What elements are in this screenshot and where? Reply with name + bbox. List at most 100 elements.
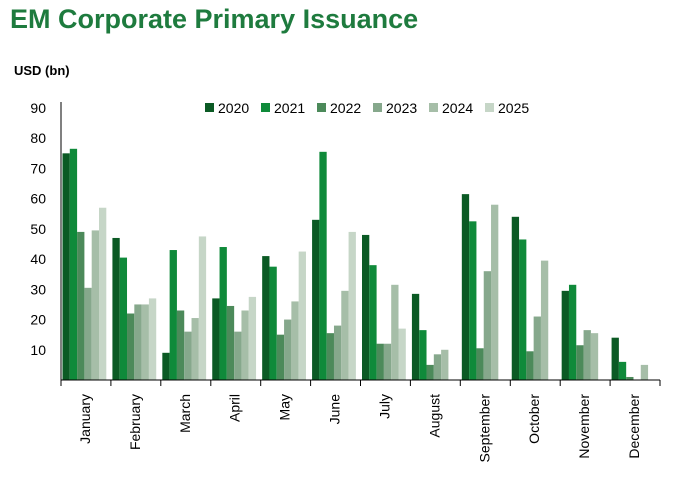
bar-june-2023: [333, 325, 342, 380]
bar-march-2023: [184, 331, 192, 380]
bar-december-2022: [626, 376, 634, 380]
bar-july-2025: [398, 328, 406, 380]
bar-february-2021: [119, 257, 128, 380]
y-tick-label: 20: [30, 312, 46, 328]
x-tick-label: February: [127, 394, 143, 450]
bar-august-2021: [419, 330, 427, 380]
legend-swatch-2020: [205, 103, 214, 112]
bar-april-2020: [212, 298, 220, 380]
bar-april-2025: [248, 296, 257, 380]
legend: 2020 2021 2022 2023 2024 2025: [205, 100, 529, 116]
legend-label-2022: 2022: [330, 100, 361, 116]
y-tick-label: 10: [30, 342, 46, 358]
bar-october-2022: [526, 351, 534, 380]
bar-april-2023: [234, 331, 242, 380]
bar-may-2020: [262, 256, 270, 380]
bar-march-2024: [191, 318, 199, 380]
bar-october-2024: [540, 260, 549, 380]
bar-january-2022: [77, 231, 85, 380]
legend-label-2020: 2020: [218, 100, 249, 116]
y-tick-label: 50: [30, 221, 46, 237]
bar-february-2020: [112, 237, 120, 380]
x-tick-label: August: [426, 394, 442, 438]
bar-february-2025: [148, 298, 157, 380]
bar-may-2023: [284, 319, 292, 380]
legend-swatch-2022: [317, 103, 326, 112]
legend-swatch-2025: [485, 103, 494, 112]
bar-july-2020: [362, 234, 370, 380]
bar-april-2021: [219, 247, 227, 380]
bar-october-2020: [511, 216, 520, 380]
bar-august-2022: [426, 364, 434, 380]
legend-label-2024: 2024: [442, 100, 473, 116]
bar-november-2020: [561, 290, 569, 380]
y-tick-label: 80: [30, 130, 46, 146]
bar-september-2020: [461, 194, 470, 380]
x-tick-label: April: [227, 394, 243, 422]
bars-group: [62, 148, 649, 380]
bar-september-2024: [491, 204, 499, 380]
bar-november-2022: [576, 345, 584, 380]
bar-june-2024: [341, 290, 349, 380]
bar-february-2023: [134, 304, 142, 380]
y-tick-label: 60: [30, 191, 46, 207]
chart-title: EM Corporate Primary Issuance: [10, 4, 419, 34]
bar-february-2024: [141, 304, 149, 380]
y-tick-label: 40: [30, 251, 46, 267]
x-tick-label: January: [77, 394, 93, 444]
legend-swatch-2024: [429, 103, 438, 112]
y-tick-label: 70: [30, 160, 46, 176]
bar-december-2024: [640, 364, 649, 380]
bar-july-2022: [376, 343, 384, 380]
bar-may-2022: [276, 334, 285, 380]
bar-april-2022: [226, 305, 235, 380]
axes-group: 10 20 30 40 50 60 70 80 90 January February March Ap…: [30, 100, 661, 463]
bar-march-2021: [169, 250, 177, 380]
bar-march-2022: [176, 310, 185, 380]
bar-september-2023: [483, 271, 492, 380]
bar-november-2024: [590, 333, 599, 380]
bar-december-2020: [611, 337, 619, 380]
bar-may-2025: [298, 251, 306, 380]
x-tick-label: September: [476, 394, 492, 463]
x-tick-label: June: [327, 394, 343, 425]
bar-august-2024: [441, 349, 449, 380]
legend-label-2025: 2025: [498, 100, 529, 116]
legend-label-2023: 2023: [386, 100, 417, 116]
bar-april-2024: [241, 310, 249, 380]
bar-october-2023: [533, 316, 541, 380]
bar-july-2021: [369, 265, 377, 380]
x-tick-label: July: [377, 394, 393, 419]
bar-november-2021: [568, 284, 577, 380]
bar-june-2021: [319, 151, 327, 380]
bar-january-2024: [91, 230, 99, 380]
bar-august-2020: [411, 293, 420, 380]
bar-february-2022: [127, 313, 135, 380]
legend-swatch-2021: [261, 103, 270, 112]
bar-march-2025: [198, 236, 207, 380]
bar-january-2023: [84, 287, 92, 380]
bar-january-2025: [99, 207, 107, 380]
bar-august-2023: [433, 354, 442, 380]
bar-october-2021: [519, 239, 527, 380]
bar-november-2023: [583, 330, 591, 380]
y-tick-label: 30: [30, 281, 46, 297]
x-tick-label: December: [626, 394, 642, 459]
x-tick-label: October: [526, 394, 542, 444]
bar-march-2020: [162, 352, 170, 380]
bar-july-2023: [383, 343, 392, 380]
bar-december-2021: [618, 361, 627, 380]
x-tick-label: November: [576, 394, 592, 459]
bar-july-2024: [391, 284, 399, 380]
bar-june-2025: [348, 231, 356, 380]
legend-label-2021: 2021: [274, 100, 305, 116]
bar-january-2020: [62, 153, 70, 380]
bar-september-2021: [469, 221, 477, 380]
y-tick-label: 90: [30, 100, 46, 116]
y-axis-label: USD (bn): [14, 63, 70, 78]
bar-january-2021: [69, 148, 78, 380]
bar-may-2024: [291, 301, 299, 380]
bar-june-2022: [326, 333, 334, 380]
legend-swatch-2023: [373, 103, 382, 112]
